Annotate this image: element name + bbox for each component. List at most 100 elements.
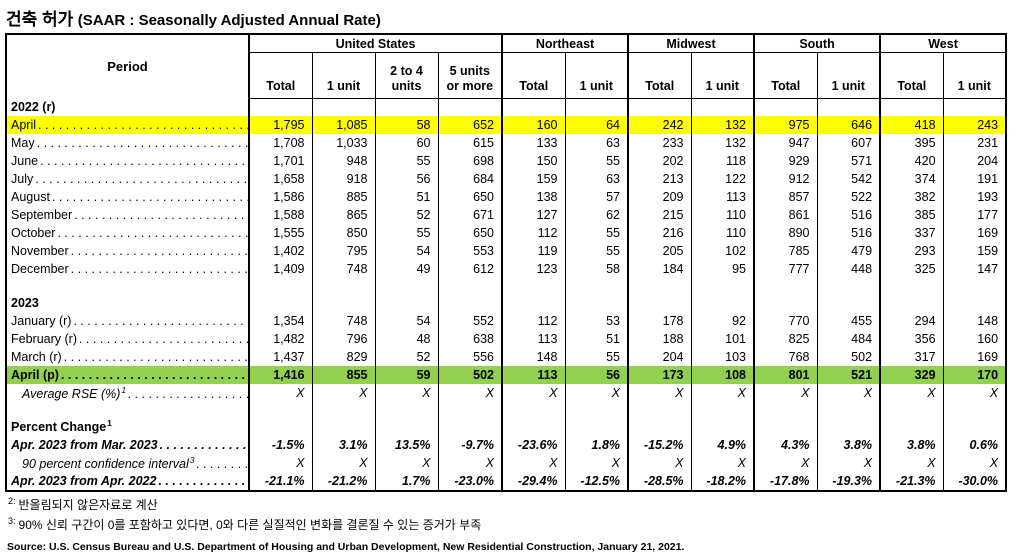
period-label: August (11, 190, 50, 204)
value-cell (437, 289, 503, 312)
period-cell: 2023 (6, 289, 249, 312)
value-cell: X (627, 454, 692, 472)
value-cell: X (690, 384, 755, 402)
value-cell (311, 278, 375, 289)
period-label: October (11, 226, 56, 240)
value-cell: 95 (690, 260, 755, 278)
value-cell: 123 (501, 260, 566, 278)
value-cell: 516 (816, 206, 881, 224)
table-row: Apr. 2023 from Apr. 2022 -21.1%-21.2%1.7%… (6, 472, 1007, 491)
value-cell: 55 (564, 242, 629, 260)
dot-leader (197, 457, 248, 471)
value-cell: 133 (501, 134, 566, 152)
value-cell: 929 (753, 152, 818, 170)
value-cell: 62 (564, 206, 629, 224)
group-header-northeast: Northeast (501, 34, 629, 53)
value-cell (437, 413, 503, 436)
value-cell: 231 (942, 134, 1007, 152)
value-cell: 54 (374, 312, 438, 330)
dot-leader (158, 474, 248, 488)
source-line: Source: U.S. Census Bureau and U.S. Depa… (7, 541, 685, 553)
col-header: 1 unit (942, 52, 1007, 99)
col-header: Total (501, 52, 566, 99)
table-row: March (r) 1,43782952556148552041037685023… (6, 348, 1007, 366)
period-label: July (11, 172, 34, 186)
value-cell: 516 (816, 224, 881, 242)
dot-leader (57, 226, 248, 240)
period-cell: May (6, 134, 249, 152)
value-cell: 912 (753, 170, 818, 188)
value-cell: 698 (437, 152, 503, 170)
period-cell: April (p) (6, 366, 249, 384)
table-row: October1,5558505565011255216110890516337… (6, 224, 1007, 242)
title-korean: 건축 허가 (6, 10, 74, 29)
value-cell: 652 (437, 116, 503, 134)
value-cell: -28.5% (627, 472, 692, 491)
value-cell: 1,402 (248, 242, 312, 260)
value-cell: 325 (879, 260, 944, 278)
value-cell: 202 (627, 152, 692, 170)
value-cell: 484 (816, 330, 881, 348)
value-cell: 855 (311, 366, 375, 384)
value-cell (879, 98, 944, 116)
value-cell: 160 (501, 116, 566, 134)
value-cell: -23.0% (437, 472, 503, 491)
value-cell: X (248, 454, 312, 472)
value-cell: 615 (437, 134, 503, 152)
period-cell: April (6, 116, 249, 134)
value-cell: 1,795 (248, 116, 312, 134)
period-label: January (r) (11, 314, 72, 328)
value-cell (690, 402, 755, 413)
value-cell: 857 (753, 188, 818, 206)
value-cell: 103 (690, 348, 755, 366)
value-cell: 918 (311, 170, 375, 188)
period-label: 2023 (11, 296, 39, 310)
dot-leader (74, 208, 248, 222)
dot-leader (64, 350, 248, 364)
value-cell: 169 (942, 348, 1007, 366)
value-cell: 646 (816, 116, 881, 134)
value-cell: 795 (311, 242, 375, 260)
footnotes: 2: 반올림되지 않은자료로 계산 3: 90% 신뢰 구간이 0를 포함하고 있다… (7, 495, 1015, 534)
value-cell (311, 98, 375, 116)
value-cell: 209 (627, 188, 692, 206)
value-cell: 184 (627, 260, 692, 278)
value-cell (879, 402, 944, 413)
value-cell: 54 (374, 242, 438, 260)
period-cell: August (6, 188, 249, 206)
value-cell: 193 (942, 188, 1007, 206)
value-cell: 638 (437, 330, 503, 348)
group-header-south: South (753, 34, 881, 53)
value-cell: X (879, 454, 944, 472)
value-cell (690, 289, 755, 312)
value-cell: 215 (627, 206, 692, 224)
value-cell: 170 (942, 366, 1007, 384)
period-cell (6, 402, 249, 413)
value-cell: X (753, 454, 818, 472)
value-cell: X (564, 384, 629, 402)
value-cell: 204 (942, 152, 1007, 170)
period-label: December (11, 262, 69, 276)
footnote-3-marker: 3: (8, 515, 16, 526)
group-header-row: Period United States Northeast Midwest S… (6, 34, 1007, 99)
period-label: Apr. 2023 from Apr. 2022 (11, 474, 157, 488)
value-cell: X (627, 384, 692, 402)
value-cell: 110 (690, 206, 755, 224)
value-cell (374, 98, 438, 116)
value-cell: -18.2% (690, 472, 755, 491)
value-cell: 650 (437, 224, 503, 242)
value-cell (627, 289, 692, 312)
value-cell: 53 (564, 312, 629, 330)
value-cell: 1.8% (564, 436, 629, 454)
value-cell: X (374, 454, 438, 472)
value-cell: 49 (374, 260, 438, 278)
dot-leader (52, 190, 248, 204)
period-label: June (11, 154, 39, 168)
value-cell: 243 (942, 116, 1007, 134)
value-cell: 56 (374, 170, 438, 188)
table-row: Average RSE (%)1XXXXXXXXXXXX (6, 384, 1007, 402)
value-cell: 148 (501, 348, 566, 366)
table-row: April (p) 1,41685559502113561731088015213… (6, 366, 1007, 384)
